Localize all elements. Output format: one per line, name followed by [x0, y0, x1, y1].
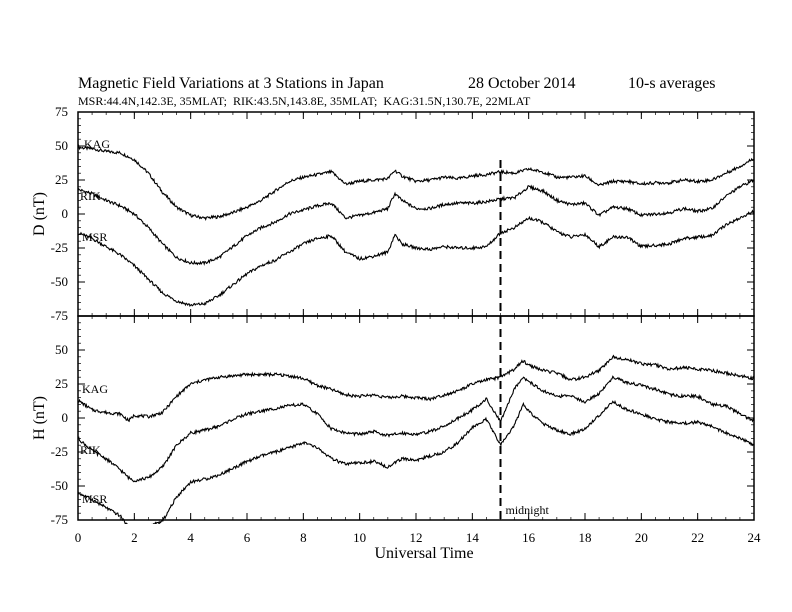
y-tick-label: -75	[51, 512, 68, 527]
y-tick-label: 25	[55, 376, 68, 391]
series-line-msr	[78, 209, 755, 307]
series-label-rik: RIK	[80, 443, 101, 457]
y-tick-label: 0	[62, 206, 69, 221]
y-tick-label: -50	[51, 274, 68, 289]
x-tick-label: 22	[691, 530, 704, 545]
x-tick-label: 0	[75, 530, 82, 545]
x-axis: 0 2 4 6 8 10 12 14 16 18 20 22 24	[75, 530, 761, 545]
x-tick-label: 4	[187, 530, 194, 545]
y-tick-label: 0	[62, 410, 69, 425]
x-tick-label: 8	[300, 530, 307, 545]
chart-averaging: 10-s averages	[628, 75, 716, 92]
chart-date: 28 October 2014	[468, 75, 576, 92]
series-line-rik	[78, 178, 755, 266]
x-tick-label: 2	[131, 530, 138, 545]
x-tick-label: 18	[579, 530, 592, 545]
y-tick-label: -25	[51, 240, 68, 255]
y-tick-label: 25	[55, 172, 68, 187]
series-line-kag	[78, 144, 755, 221]
x-tick-label: 16	[522, 530, 536, 545]
y-tick-label: -25	[51, 444, 68, 459]
chart-subtitle: MSR:44.4N,142.3E, 35MLAT; RIK:43.5N,143.…	[78, 94, 531, 108]
x-tick-label: 24	[748, 530, 762, 545]
panel-h: 50 25 0 -25 -50 -75 H (nT) KAG RIK MSR	[31, 315, 755, 527]
y-axis-label: D (nT)	[31, 192, 48, 236]
series-label-msr: MSR	[82, 230, 107, 244]
series-line-msr	[78, 400, 755, 524]
y-tick-label: 50	[55, 342, 68, 357]
series-line-rik	[78, 375, 755, 483]
series-label-kag: KAG	[84, 137, 110, 151]
x-tick-label: 10	[353, 530, 366, 545]
x-tick-label: 14	[466, 530, 480, 545]
series-label-kag: KAG	[82, 382, 108, 396]
y-tick-label: -50	[51, 478, 68, 493]
x-tick-label: 12	[410, 530, 423, 545]
y-tick-label: 50	[55, 138, 68, 153]
x-tick-label: 6	[244, 530, 251, 545]
midnight-label: midnight	[506, 503, 550, 517]
x-axis-label: Universal Time	[374, 545, 473, 562]
panel-d: 75 50 25 0 -25 -50 -75 D (nT) KAG RIK MSR	[31, 104, 755, 323]
series-label-rik: RIK	[80, 189, 101, 203]
y-tick-label: -75	[51, 308, 68, 323]
y-axis-label: H (nT)	[31, 396, 48, 440]
x-tick-label: 20	[635, 530, 648, 545]
series-line-kag	[78, 354, 755, 423]
y-tick-label: 75	[55, 104, 68, 119]
series-label-msr: MSR	[82, 492, 107, 506]
chart-title: Magnetic Field Variations at 3 Stations …	[78, 75, 384, 92]
